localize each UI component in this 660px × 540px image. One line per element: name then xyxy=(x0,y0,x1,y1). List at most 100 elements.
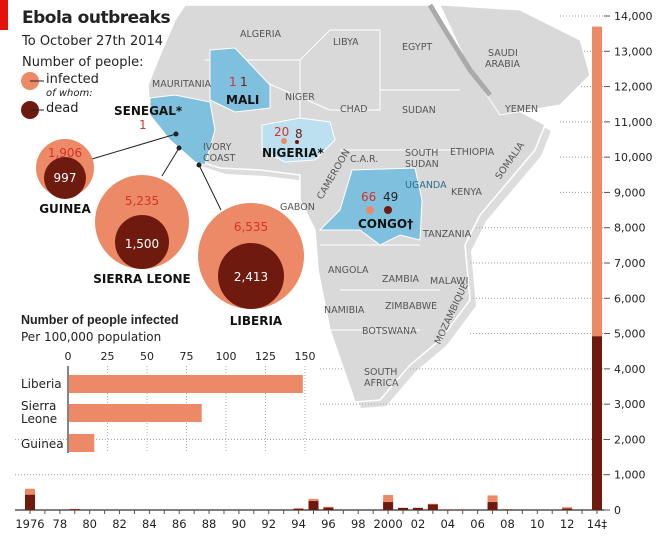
guinea-dead: 997 xyxy=(54,171,77,185)
bar-infected-2014 xyxy=(592,26,602,510)
svg-text:GABON: GABON xyxy=(280,202,315,213)
red-sea xyxy=(427,3,492,97)
liberia-infected: 6,535 xyxy=(234,220,268,234)
svg-text:NIGER: NIGER xyxy=(285,92,315,103)
hbar-tick-label: 50 xyxy=(140,350,154,363)
hbar-tick-label: 0 xyxy=(65,350,72,363)
congo-dead-dot xyxy=(384,206,392,214)
x-tick-label: 86 xyxy=(172,517,187,531)
hbar-bar-liberia xyxy=(69,375,303,393)
svg-text:SOUTH: SOUTH xyxy=(364,367,397,378)
x-tick-label: 96 xyxy=(321,517,336,531)
svg-text:BOTSWANA: BOTSWANA xyxy=(362,326,417,337)
hbar-tick-label: 75 xyxy=(180,350,194,363)
mali-highlight xyxy=(209,47,271,113)
guinea-label: GUINEA xyxy=(39,202,91,216)
y-tick-label: 7,000 xyxy=(614,257,646,270)
x-tick-label: 14‡ xyxy=(587,517,608,531)
bar-dead-2000 xyxy=(383,502,394,510)
hbar-category-label: Leone xyxy=(21,412,57,426)
svg-text:MALAWI: MALAWI xyxy=(430,276,468,287)
hbar-category-label: Guinea xyxy=(21,437,64,451)
sierra-leone-label: SIERRA LEONE xyxy=(93,272,191,286)
legend-dead-label: dead xyxy=(46,101,79,116)
mali-dead: 1 xyxy=(240,75,248,89)
x-tick-label: 12 xyxy=(560,517,575,531)
svg-text:ZAMBIA: ZAMBIA xyxy=(382,274,420,285)
svg-text:MAURITANIA: MAURITANIA xyxy=(152,79,212,90)
x-tick-label: 2000 xyxy=(373,517,402,531)
west-africa-highlight xyxy=(149,94,216,166)
svg-text:UGANDA: UGANDA xyxy=(405,180,447,191)
bar-dead-1979 xyxy=(69,509,80,510)
liberia-dead-circle xyxy=(218,243,284,309)
svg-text:YEMEN: YEMEN xyxy=(504,104,538,115)
sierra-leone-infected: 5,235 xyxy=(125,194,159,208)
y-tick-label: 9,000 xyxy=(614,186,646,199)
nigeria-dead: 8 xyxy=(295,127,303,141)
hbar-tick-label: 25 xyxy=(101,350,115,363)
y-tick-label: 1,000 xyxy=(614,469,646,482)
svg-text:TANZANIA: TANZANIA xyxy=(422,229,472,240)
leader-lines xyxy=(91,131,222,211)
svg-text:ARABIA: ARABIA xyxy=(485,59,521,70)
hbar-bar-guinea xyxy=(69,434,95,452)
bar-dead-1996 xyxy=(323,507,334,510)
congo-label: CONGO† xyxy=(358,217,413,231)
hbar-bar-sierra-leone xyxy=(69,404,202,422)
y-tick-label: 0 xyxy=(614,504,621,517)
x-tick-label: 90 xyxy=(232,517,247,531)
borders xyxy=(205,29,460,331)
svg-text:ETHIOPIA: ETHIOPIA xyxy=(450,147,495,158)
legend-of-whom: of whom: xyxy=(46,88,93,99)
mali-infected: 1 xyxy=(229,75,237,89)
liberia-dead: 2,413 xyxy=(234,270,268,284)
svg-text:KENYA: KENYA xyxy=(451,187,482,198)
y-tick-label: 6,000 xyxy=(614,292,646,305)
hbar-tick-label: 100 xyxy=(216,350,237,363)
svg-text:COAST: COAST xyxy=(203,153,235,164)
nigeria-label: NIGERIA* xyxy=(262,146,325,160)
x-tick-label: 88 xyxy=(202,517,217,531)
chart-title: Ebola outbreaks xyxy=(22,8,171,28)
svg-text:CHAD: CHAD xyxy=(340,104,368,115)
x-tick-label: 04 xyxy=(440,517,455,531)
svg-text:EGYPT: EGYPT xyxy=(402,42,432,53)
x-tick-label: 98 xyxy=(351,517,366,531)
legend-title: Number of people: xyxy=(22,55,144,70)
x-tick-label: 10 xyxy=(530,517,545,531)
bar-dead-1995 xyxy=(308,501,319,510)
legend-infected-label: infected xyxy=(46,72,99,87)
x-tick-label: 80 xyxy=(82,517,97,531)
y-tick-label: 14,000 xyxy=(614,10,653,23)
y-tick-label: 13,000 xyxy=(614,45,653,58)
bar-dead-2003 xyxy=(427,504,438,510)
liberia-label: LIBERIA xyxy=(230,314,283,328)
bar-dead-2002 xyxy=(412,507,423,510)
nigeria-highlight xyxy=(261,117,336,163)
bar-dead-1994 xyxy=(293,508,304,510)
svg-text:ALGERIA: ALGERIA xyxy=(240,29,282,40)
congo-dead: 49 xyxy=(383,190,398,204)
sierra-leone-dead: 1,500 xyxy=(125,237,159,251)
hbar-subtitle: Per 100,000 population xyxy=(21,330,162,344)
hbar-tick-label: 150 xyxy=(295,350,316,363)
y-tick-label: 12,000 xyxy=(614,81,653,94)
nigeria-infected: 20 xyxy=(274,125,289,139)
x-tick-label: 1976 xyxy=(15,517,44,531)
x-tick-label: 84 xyxy=(142,517,157,531)
x-tick-label: 92 xyxy=(261,517,276,531)
hbar-tick-label: 125 xyxy=(255,350,276,363)
senegal-infected: 1 xyxy=(139,118,147,132)
svg-text:ZIMBABWE: ZIMBABWE xyxy=(385,301,437,312)
hbar-category-label: Sierra xyxy=(21,399,56,413)
x-tick-label: 06 xyxy=(470,517,485,531)
congo-infected-dot xyxy=(366,206,374,214)
guinea-infected: 1,906 xyxy=(48,146,82,160)
svg-text:SAUDI: SAUDI xyxy=(488,48,518,59)
y-tick-label: 10,000 xyxy=(614,151,653,164)
nigeria-dead-dot xyxy=(295,140,299,144)
bar-dead-2008 xyxy=(502,509,513,510)
svg-text:LIBYA: LIBYA xyxy=(333,37,359,48)
